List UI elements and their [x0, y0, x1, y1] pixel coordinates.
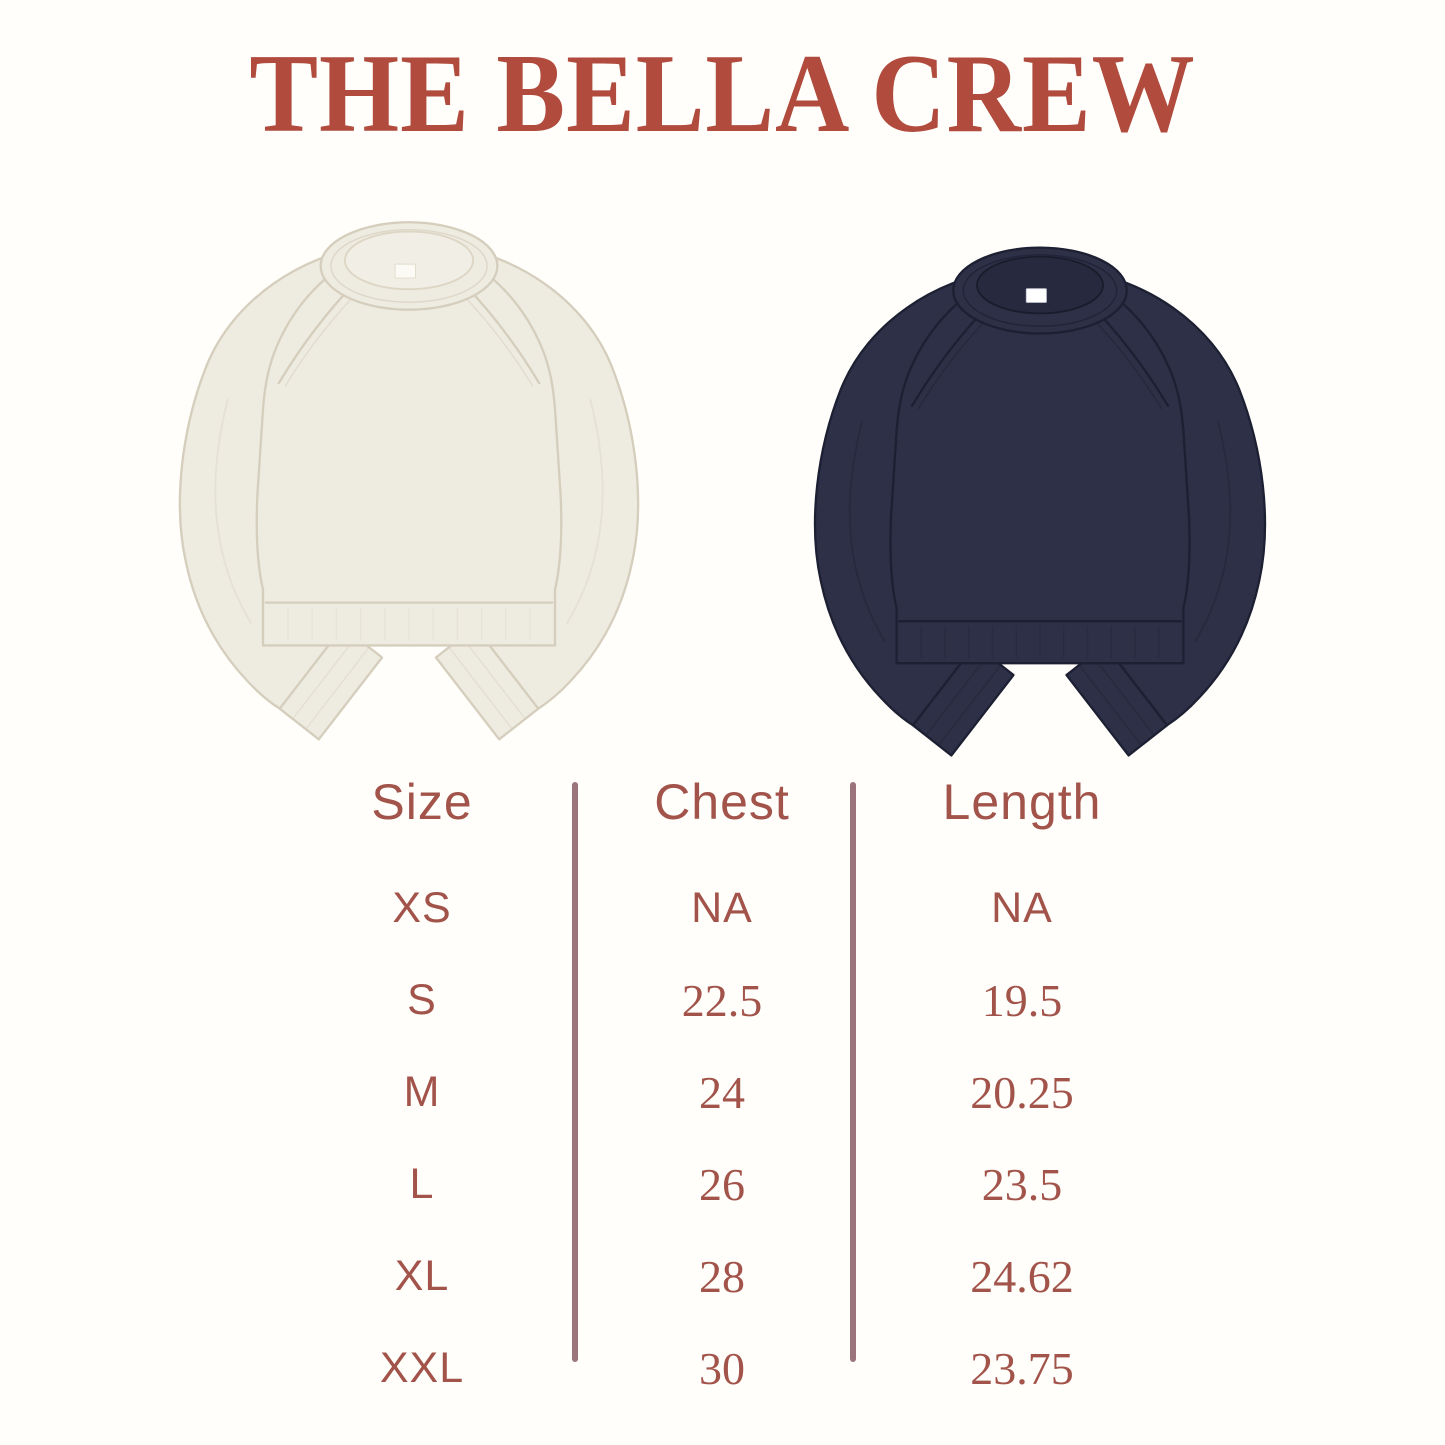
size-cell: S: [407, 975, 437, 1024]
size-cell: M: [403, 1067, 441, 1116]
navy-sweatshirt-graphic: [815, 247, 1265, 756]
length-cell: NA: [991, 883, 1053, 932]
column-divider: [572, 782, 578, 1362]
size-cell: XXL: [379, 1343, 465, 1392]
page-title: THE BELLA CREW: [249, 32, 1196, 156]
column-header-length: Length: [942, 774, 1102, 830]
chest-cell: NA: [691, 883, 753, 932]
column-divider: [850, 782, 856, 1362]
cream-sweatshirt-image: [130, 186, 688, 763]
column-header-size: Size: [371, 774, 473, 830]
length-cell: 19.5: [981, 974, 1063, 1026]
chest-cell: 22.5: [681, 974, 763, 1026]
size-cell: XL: [394, 1251, 450, 1300]
size-cell: L: [409, 1159, 435, 1208]
column-header-chest: Chest: [654, 774, 790, 830]
size-cell: XS: [392, 883, 452, 932]
chest-cell: 24: [699, 1066, 745, 1118]
size-chart-table: Size Chest Length XS NA NA S 22.5 19.5 M…: [272, 770, 1172, 1414]
length-cell: 23.5: [981, 1158, 1063, 1210]
chest-cell: 30: [699, 1342, 745, 1394]
length-cell: 20.25: [970, 1066, 1074, 1118]
chest-cell: 26: [699, 1158, 745, 1210]
cream-sweatshirt-graphic: [179, 222, 639, 740]
length-cell: 24.62: [970, 1250, 1074, 1302]
navy-sweatshirt-image: [766, 212, 1314, 778]
chest-cell: 28: [699, 1250, 745, 1302]
length-cell: 23.75: [970, 1342, 1074, 1394]
